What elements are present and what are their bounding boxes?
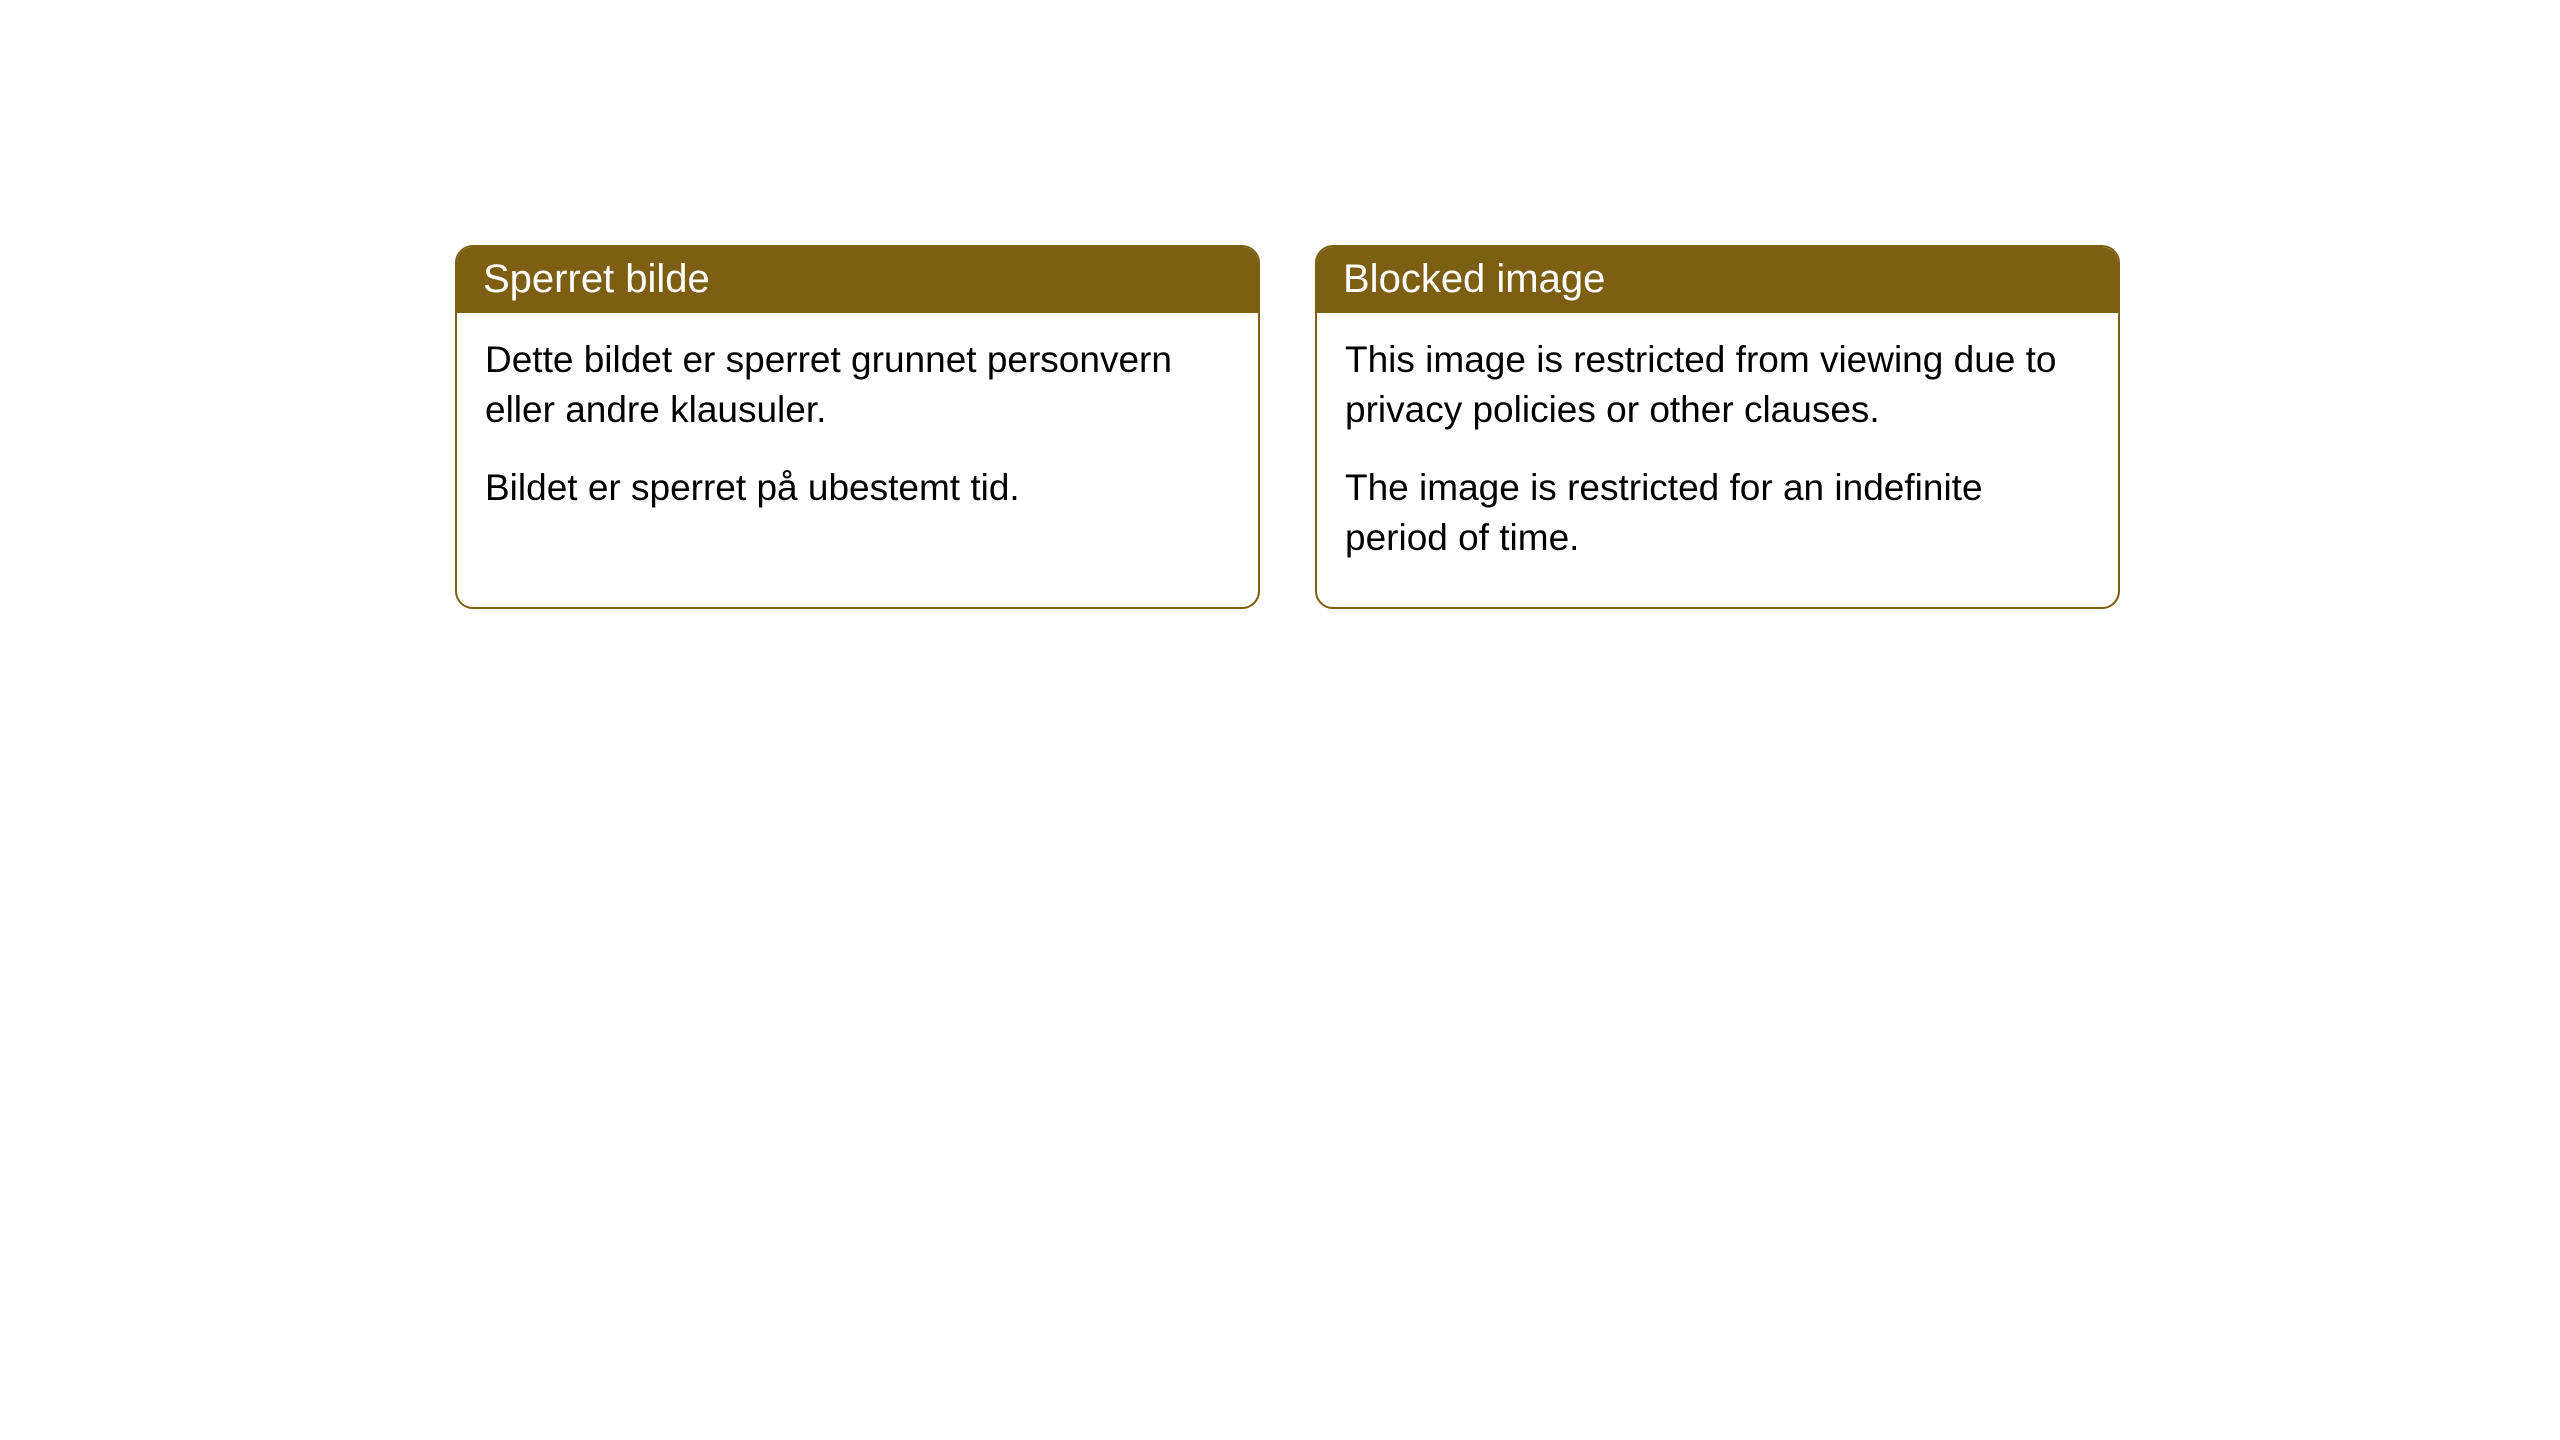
card-header: Sperret bilde [457, 247, 1258, 313]
card-body: Dette bildet er sperret grunnet personve… [457, 313, 1258, 557]
blocked-image-card-en: Blocked image This image is restricted f… [1315, 245, 2120, 609]
card-paragraph: Bildet er sperret på ubestemt tid. [485, 463, 1230, 513]
card-body: This image is restricted from viewing du… [1317, 313, 2118, 607]
card-paragraph: Dette bildet er sperret grunnet personve… [485, 335, 1230, 435]
blocked-image-card-nb: Sperret bilde Dette bildet er sperret gr… [455, 245, 1260, 609]
card-paragraph: This image is restricted from viewing du… [1345, 335, 2090, 435]
card-container: Sperret bilde Dette bildet er sperret gr… [455, 245, 2120, 609]
card-paragraph: The image is restricted for an indefinit… [1345, 463, 2090, 563]
card-header: Blocked image [1317, 247, 2118, 313]
